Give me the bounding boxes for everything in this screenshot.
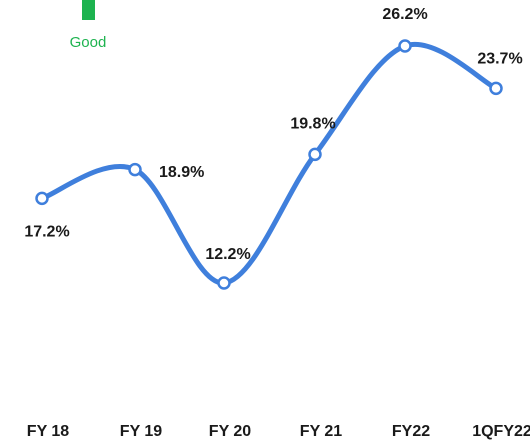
- marker: [308, 147, 322, 162]
- data-label: 19.8%: [290, 116, 335, 133]
- marker: [489, 81, 503, 96]
- x-tick-label: FY 18: [27, 423, 70, 440]
- x-tick-label: FY 21: [300, 423, 343, 440]
- data-label: 17.2%: [24, 224, 69, 241]
- marker: [217, 276, 231, 290]
- x-tick-label: FY22: [392, 423, 430, 440]
- line: [39, 41, 499, 286]
- data-label: 18.9%: [159, 164, 204, 181]
- legend-swatch: [82, 0, 95, 20]
- marker: [398, 39, 412, 53]
- data-label: 23.7%: [477, 51, 522, 68]
- x-tick-label: FY 19: [120, 423, 163, 440]
- x-tick-label: FY 20: [209, 423, 252, 440]
- data-label: 12.2%: [205, 246, 250, 263]
- marker: [35, 191, 49, 206]
- x-tick-label: 1QFY22: [472, 423, 530, 440]
- marker: [128, 162, 142, 177]
- data-label: 26.2%: [382, 6, 427, 23]
- legend-label: Good: [70, 34, 107, 51]
